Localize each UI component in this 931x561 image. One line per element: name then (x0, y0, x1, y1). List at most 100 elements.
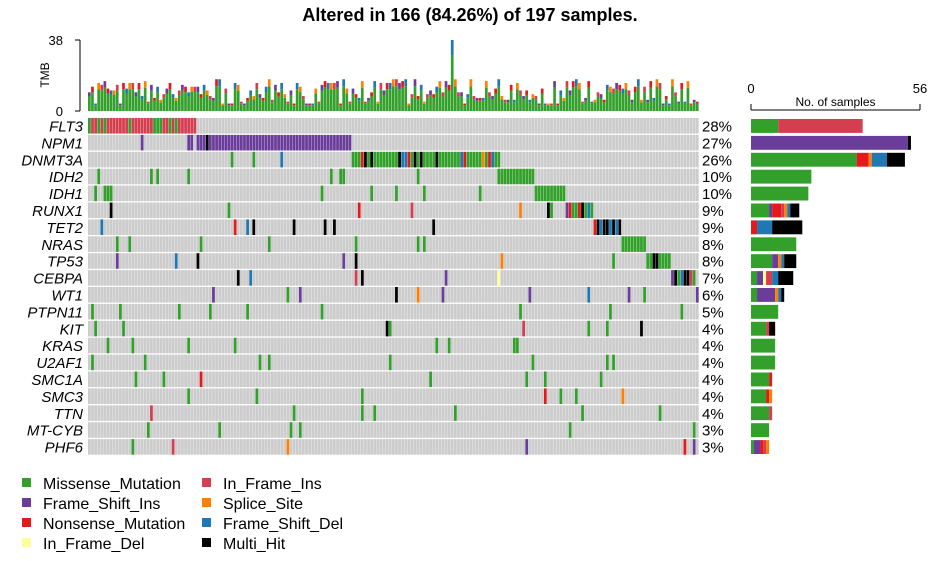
empty-cell (516, 303, 519, 320)
mutation-cell-flt3 (181, 118, 184, 134)
tmb-bar-segment (385, 82, 389, 90)
empty-cell (342, 354, 346, 371)
empty-cell (587, 118, 591, 134)
empty-cell (674, 236, 677, 252)
empty-cell (602, 151, 606, 168)
empty-cell (605, 253, 609, 269)
tmb-bar-segment (177, 90, 181, 95)
empty-cell (221, 185, 225, 202)
tmb-bar-segment (236, 84, 240, 91)
tmb-bar (469, 86, 473, 111)
empty-cell (227, 371, 231, 388)
empty-cell (674, 219, 677, 235)
tmb-bar (218, 86, 221, 111)
empty-cell (633, 337, 637, 354)
mutation-cell-flt3 (115, 118, 119, 134)
empty-cell (221, 270, 225, 286)
empty-cell (218, 439, 222, 455)
empty-cell (484, 388, 488, 404)
empty-cell (695, 168, 699, 185)
empty-cell (695, 337, 699, 354)
empty-cell (103, 439, 107, 455)
empty-cell (339, 354, 343, 371)
tmb-bar (422, 103, 426, 111)
empty-cell (562, 134, 566, 151)
empty-cell (134, 236, 138, 252)
legend-label: Frame_Shift_Del (223, 516, 343, 533)
empty-cell (326, 253, 330, 269)
gene-label: CEBPA (33, 271, 83, 288)
empty-cell (460, 270, 463, 286)
empty-cell (627, 337, 631, 354)
empty-cell (453, 118, 457, 134)
empty-cell (320, 439, 324, 455)
empty-cell (196, 388, 200, 404)
mutation-cell-ttn (360, 405, 364, 421)
empty-cell (199, 422, 203, 438)
empty-cell (494, 219, 498, 235)
empty-cell (314, 371, 318, 388)
empty-cell (227, 320, 231, 337)
empty-cell (404, 388, 408, 404)
empty-cell (233, 371, 237, 388)
empty-cell (590, 287, 594, 303)
empty-cell (422, 320, 426, 337)
empty-cell (333, 151, 336, 168)
empty-cell (382, 388, 386, 404)
empty-cell (261, 118, 265, 134)
side-bar-tp53 (781, 254, 785, 269)
empty-cell (190, 388, 194, 404)
empty-cell (221, 303, 225, 320)
mutation-cell-dnmt3a (385, 151, 389, 168)
empty-cell (360, 354, 364, 371)
empty-cell (283, 388, 287, 404)
empty-cell (246, 422, 249, 438)
empty-cell (550, 168, 553, 185)
empty-cell (137, 270, 141, 286)
empty-cell (270, 354, 274, 371)
empty-cell (205, 236, 209, 252)
empty-cell (599, 337, 603, 354)
empty-cell (621, 354, 625, 371)
empty-cell (540, 118, 544, 134)
empty-cell (295, 320, 299, 337)
tmb-bar-segment (683, 101, 687, 104)
empty-cell (230, 219, 234, 235)
empty-cell (274, 388, 277, 404)
empty-cell (323, 168, 327, 185)
empty-cell (140, 405, 144, 421)
empty-cell (305, 287, 308, 303)
tmb-bar-segment (429, 90, 432, 95)
empty-cell (488, 168, 491, 185)
tmb-bar-segment (317, 101, 321, 104)
legend-swatch (202, 518, 211, 527)
empty-cell (522, 303, 526, 320)
empty-cell (404, 337, 408, 354)
empty-cell (658, 134, 662, 151)
empty-cell (475, 287, 479, 303)
mutation-cell-npm1 (230, 134, 234, 151)
empty-cell (208, 270, 212, 286)
empty-cell (270, 439, 274, 455)
empty-cell (373, 270, 377, 286)
empty-cell (382, 168, 386, 185)
empty-cell (212, 337, 215, 354)
empty-cell (497, 253, 501, 269)
empty-cell (395, 202, 398, 219)
empty-cell (615, 303, 619, 320)
empty-cell (516, 134, 519, 151)
empty-cell (695, 422, 699, 438)
empty-cell (522, 202, 526, 219)
empty-cell (364, 219, 367, 235)
empty-cell (146, 337, 150, 354)
empty-cell (329, 253, 333, 269)
empty-cell (88, 405, 91, 421)
empty-cell (559, 134, 563, 151)
empty-cell (137, 320, 141, 337)
empty-cell (255, 354, 259, 371)
tmb-bar (125, 93, 128, 111)
empty-cell (184, 439, 187, 455)
empty-cell (88, 422, 91, 438)
empty-cell (649, 388, 653, 404)
empty-cell (695, 253, 699, 269)
